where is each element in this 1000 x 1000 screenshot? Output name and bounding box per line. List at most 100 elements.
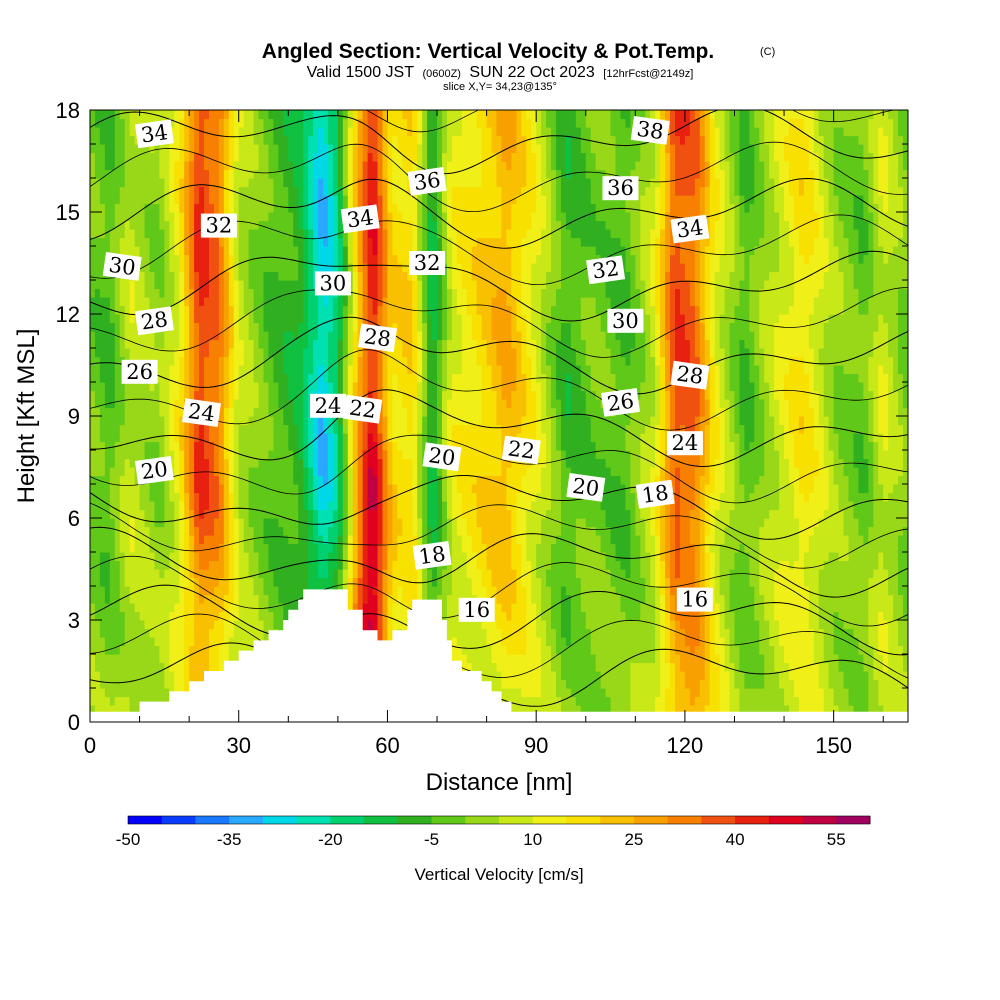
w-cell	[109, 169, 116, 179]
w-cell	[283, 458, 289, 468]
w-cell	[377, 237, 384, 247]
w-cell	[283, 263, 289, 273]
w-cell	[228, 237, 235, 247]
w-cell	[278, 288, 284, 298]
w-cell	[268, 356, 275, 366]
w-cell	[263, 220, 270, 230]
w-cell	[308, 144, 314, 154]
w-cell	[223, 263, 230, 273]
w-cell	[109, 501, 116, 511]
w-cell	[298, 110, 304, 120]
w-cell	[189, 526, 195, 536]
w-cell	[104, 509, 111, 519]
w-cell	[273, 424, 279, 434]
w-cell	[293, 373, 299, 383]
w-cell	[298, 229, 304, 239]
w-cell	[99, 186, 106, 196]
w-cell	[357, 484, 364, 494]
w-cell	[189, 611, 195, 621]
w-cell	[372, 178, 379, 188]
w-cell	[213, 637, 220, 647]
w-cell	[417, 382, 423, 392]
w-cell	[119, 637, 126, 647]
w-cell	[149, 263, 156, 273]
w-cell	[228, 280, 235, 290]
w-cell	[194, 110, 200, 120]
w-cell	[417, 475, 423, 485]
w-cell	[303, 220, 309, 230]
w-cell	[248, 603, 255, 613]
w-cell	[407, 127, 413, 137]
w-cell	[303, 297, 309, 307]
w-cell	[327, 348, 334, 358]
w-cell	[213, 186, 220, 196]
w-cell	[129, 628, 136, 638]
w-cell	[342, 467, 349, 477]
w-cell	[293, 297, 299, 307]
w-cell	[114, 620, 121, 630]
w-cell	[223, 373, 230, 383]
w-cell	[104, 407, 111, 417]
w-cell	[382, 628, 389, 638]
w-cell	[303, 152, 309, 162]
w-cell	[253, 246, 260, 256]
w-cell	[427, 501, 433, 511]
w-cell	[397, 195, 403, 205]
w-cell	[179, 424, 185, 434]
w-cell	[357, 509, 364, 519]
w-cell	[337, 254, 344, 264]
w-cell	[367, 450, 374, 460]
w-cell	[189, 322, 195, 332]
w-cell	[248, 348, 255, 358]
w-cell	[337, 169, 344, 179]
w-cell	[99, 254, 106, 264]
w-cell	[268, 611, 275, 621]
w-cell	[283, 110, 289, 120]
w-cell	[357, 195, 364, 205]
w-cell	[124, 229, 131, 239]
w-cell	[323, 382, 329, 392]
w-cell	[228, 254, 235, 264]
w-cell	[233, 594, 240, 604]
w-cell	[268, 407, 275, 417]
w-cell	[208, 314, 215, 324]
w-cell	[372, 450, 379, 460]
w-cell	[159, 399, 165, 409]
w-cell	[199, 552, 205, 562]
w-cell	[169, 671, 175, 681]
w-cell	[169, 552, 175, 562]
w-cell	[174, 433, 180, 443]
w-cell	[253, 135, 260, 145]
w-cell	[194, 212, 200, 222]
w-cell	[253, 586, 260, 596]
w-cell	[184, 382, 190, 392]
w-cell	[382, 399, 389, 409]
w-cell	[90, 229, 96, 239]
w-cell	[154, 144, 161, 154]
w-cell	[313, 254, 319, 264]
w-cell	[223, 110, 230, 120]
w-cell	[273, 603, 279, 613]
w-cell	[139, 399, 146, 409]
w-cell	[313, 186, 319, 196]
w-cell	[372, 569, 379, 579]
w-cell	[208, 237, 215, 247]
w-cell	[238, 424, 245, 434]
w-cell	[278, 161, 284, 171]
w-cell	[283, 484, 289, 494]
w-cell	[263, 212, 270, 222]
w-cell	[402, 237, 408, 247]
w-cell	[114, 526, 121, 536]
w-cell	[352, 382, 359, 392]
w-cell	[169, 237, 175, 247]
w-cell	[278, 560, 284, 570]
w-cell	[213, 424, 220, 434]
w-cell	[159, 288, 165, 298]
w-cell	[268, 195, 275, 205]
w-cell	[164, 569, 170, 579]
w-cell	[204, 441, 210, 451]
w-cell	[129, 348, 136, 358]
w-cell	[179, 382, 185, 392]
w-cell	[179, 246, 185, 256]
w-cell	[189, 331, 195, 341]
